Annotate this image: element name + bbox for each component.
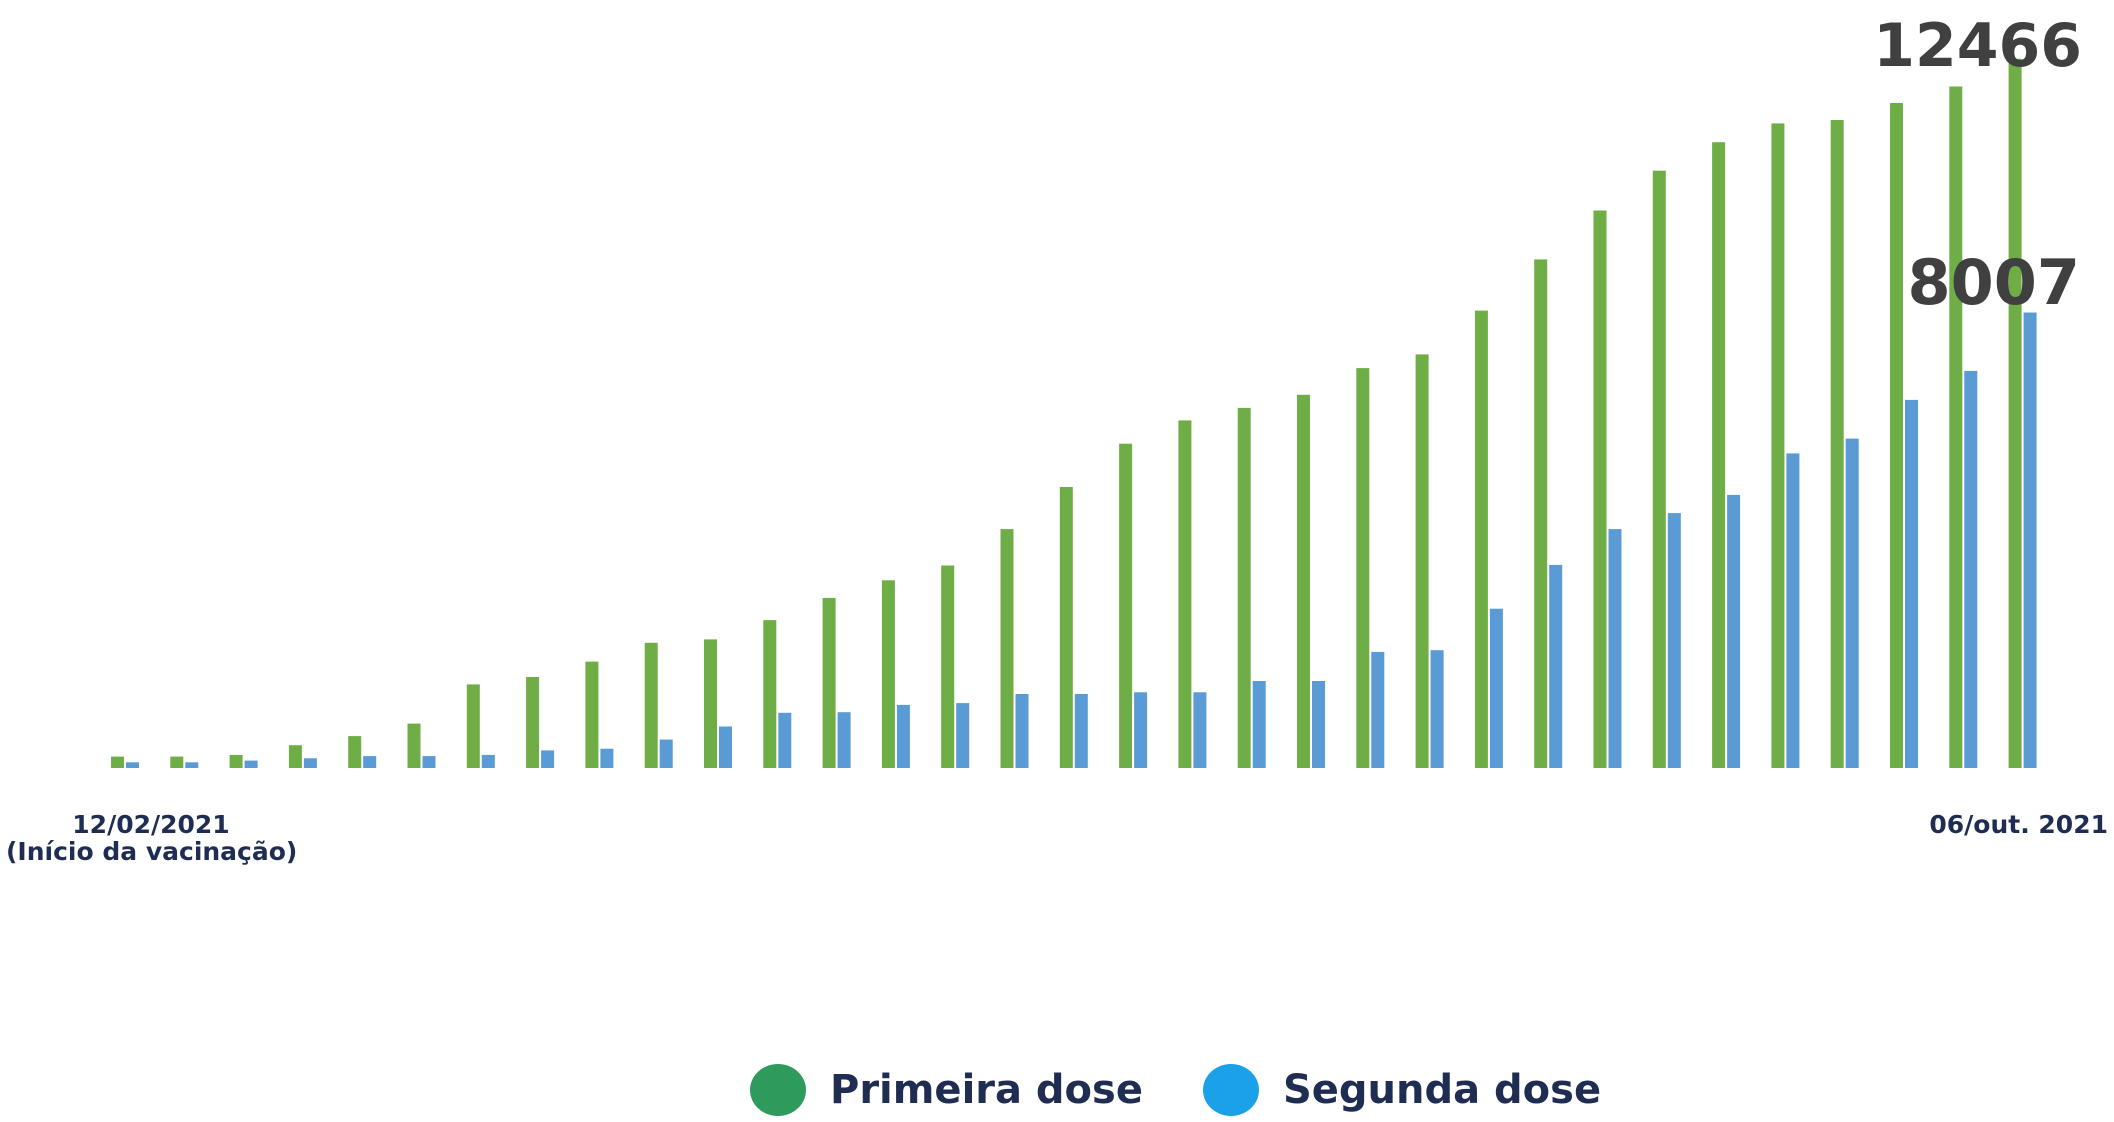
- bar-first-dose-25: [1534, 259, 1548, 768]
- bar-first-dose-6: [407, 723, 421, 768]
- legend-item-first-dose: Primeira dose: [750, 1064, 1143, 1116]
- bar-second-dose-21: [1312, 681, 1325, 768]
- bar-second-dose-8: [541, 750, 555, 768]
- bar-second-dose-28: [1727, 494, 1741, 768]
- bar-first-dose-11: [704, 639, 717, 768]
- bar-first-dose-15: [941, 565, 955, 768]
- bar-second-dose-4: [303, 758, 317, 768]
- bar-second-dose-13: [837, 712, 851, 768]
- bar-first-dose-22: [1356, 368, 1370, 768]
- bar-first-dose-5: [348, 736, 362, 768]
- bar-second-dose-10: [659, 739, 673, 768]
- bar-first-dose-33: [2008, 58, 2022, 769]
- bar-first-dose-10: [644, 642, 658, 768]
- bar-second-dose-29: [1786, 453, 1800, 768]
- legend-label-second-dose: Segunda dose: [1282, 1067, 1602, 1113]
- bar-second-dose-27: [1667, 513, 1681, 768]
- bar-first-dose-29: [1771, 123, 1785, 768]
- bar-second-dose-7: [481, 754, 495, 768]
- bar-first-dose-7: [466, 684, 480, 768]
- bar-second-dose-6: [422, 756, 436, 768]
- bar-first-dose-13: [822, 597, 836, 768]
- bar-first-dose-27: [1652, 170, 1666, 768]
- bar-second-dose-16: [1015, 694, 1029, 768]
- bar-first-dose-20: [1237, 407, 1251, 768]
- bar-first-dose-26: [1593, 210, 1607, 768]
- bar-second-dose-30: [1845, 438, 1859, 768]
- legend-label-first-dose: Primeira dose: [830, 1067, 1143, 1113]
- bar-first-dose-9: [585, 661, 599, 768]
- bar-first-dose-17: [1059, 487, 1073, 768]
- bar-first-dose-28: [1712, 142, 1726, 768]
- legend-swatch-second-dose: [1202, 1064, 1259, 1116]
- bar-second-dose-23: [1430, 650, 1444, 768]
- bar-first-dose-23: [1415, 354, 1429, 768]
- bar-first-dose-21: [1297, 394, 1310, 768]
- bar-first-dose-18: [1119, 443, 1133, 768]
- bar-second-dose-22: [1371, 651, 1385, 768]
- bar-second-dose-19: [1193, 692, 1207, 768]
- bar-second-dose-12: [778, 712, 792, 768]
- bar-second-dose-18: [1134, 692, 1148, 768]
- first-dose-total-label: 12466: [1873, 11, 2082, 81]
- bar-first-dose-2: [170, 756, 184, 768]
- bar-second-dose-15: [956, 703, 970, 768]
- chart-legend: Primeira dose Segunda dose: [750, 1064, 1661, 1116]
- bar-second-dose-17: [1074, 694, 1088, 768]
- bars-group: [111, 58, 2037, 769]
- bar-first-dose-31: [1890, 103, 1903, 768]
- bar-second-dose-24: [1489, 608, 1503, 768]
- x-axis-end-label: 06/out. 2021: [1929, 810, 2108, 839]
- x-axis-start-label: 12/02/2021 (Início da vacinação): [6, 810, 298, 866]
- bar-first-dose-3: [229, 754, 243, 768]
- bar-first-dose-16: [1000, 529, 1014, 768]
- bar-first-dose-32: [1949, 86, 1963, 768]
- bar-second-dose-26: [1608, 529, 1622, 768]
- bar-second-dose-14: [896, 704, 910, 768]
- bar-first-dose-14: [881, 580, 895, 768]
- bar-second-dose-32: [1964, 370, 1978, 768]
- x-axis-start-date: 12/02/2021: [72, 810, 230, 839]
- bar-first-dose-1: [111, 756, 124, 768]
- legend-item-second-dose: Segunda dose: [1202, 1064, 1602, 1116]
- bar-second-dose-20: [1252, 681, 1266, 768]
- bar-first-dose-8: [526, 677, 540, 768]
- bar-first-dose-24: [1474, 310, 1488, 768]
- bar-first-dose-4: [288, 745, 302, 768]
- bar-second-dose-5: [363, 756, 377, 768]
- x-axis-start-note: (Início da vacinação): [6, 837, 298, 866]
- bar-first-dose-12: [763, 620, 777, 768]
- bar-second-dose-31: [1905, 399, 1918, 768]
- bar-first-dose-30: [1830, 120, 1844, 768]
- bar-second-dose-11: [719, 726, 732, 768]
- bar-second-dose-1: [126, 762, 139, 768]
- bar-second-dose-33: [2023, 312, 2037, 768]
- bar-first-dose-19: [1178, 420, 1192, 768]
- second-dose-total-label: 8007: [1907, 246, 2080, 319]
- legend-swatch-first-dose: [750, 1064, 806, 1116]
- bar-second-dose-25: [1549, 564, 1563, 768]
- bar-second-dose-9: [600, 748, 614, 768]
- bar-second-dose-2: [185, 762, 199, 768]
- bar-second-dose-3: [244, 760, 258, 768]
